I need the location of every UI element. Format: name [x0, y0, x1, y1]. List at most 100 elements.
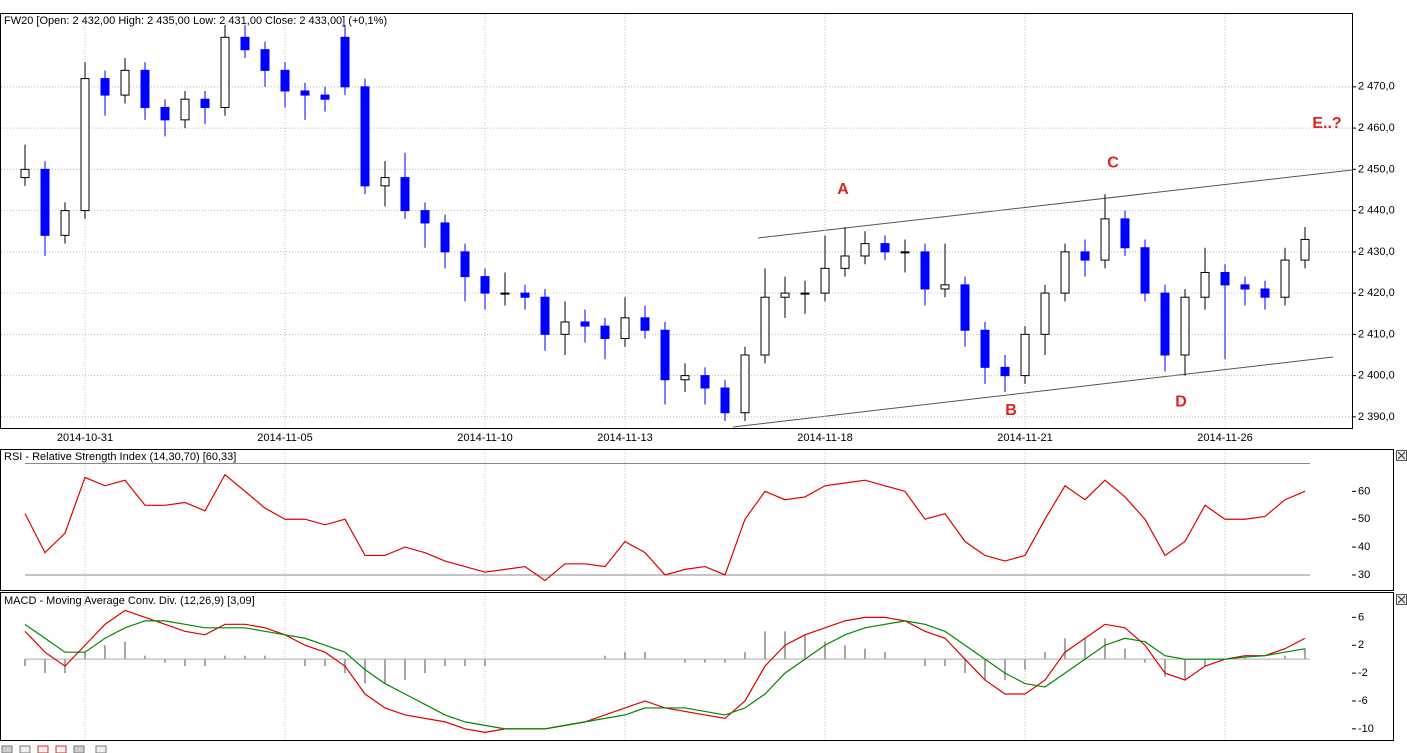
close-button[interactable]: [1396, 450, 1407, 461]
candle-body: [1260, 288, 1270, 298]
candle-body: [340, 36, 350, 88]
candle-body: [540, 296, 550, 335]
annotation: D: [1175, 394, 1187, 411]
candle-body: [400, 177, 410, 212]
candle-body: [460, 251, 470, 278]
candle-body: [520, 292, 530, 298]
candle-body: [1300, 238, 1310, 261]
candle-body: [1080, 251, 1090, 261]
candle-body: [200, 98, 210, 108]
candle-body: [820, 267, 830, 294]
candle-body: [40, 168, 50, 236]
y-tick-label: 2 410,0: [1358, 328, 1395, 340]
y-tick-label: 60: [1358, 485, 1370, 497]
candle-body: [100, 78, 110, 96]
candle-body: [760, 296, 770, 356]
y-tick-label: -2: [1358, 667, 1368, 679]
y-tick-label: 2 390,0: [1358, 411, 1395, 423]
annotation: B: [1005, 402, 1017, 419]
candle-body: [1180, 296, 1190, 356]
x-tick-label: 2014-10-31: [57, 432, 113, 444]
rsi-panel: [0, 449, 1394, 591]
x-tick-label: 2014-11-10: [457, 432, 512, 444]
y-tick-label: 50: [1358, 513, 1370, 525]
chart-title: FW20 [Open: 2 432,00 High: 2 435,00 Low:…: [4, 15, 387, 27]
candle-body: [960, 284, 970, 331]
candle-body: [1100, 218, 1110, 261]
candle-body: [440, 222, 450, 253]
candle-body: [420, 210, 430, 224]
y-tick-label: 6: [1358, 611, 1364, 623]
y-tick-label: 2 450,0: [1358, 163, 1395, 175]
candle-body: [720, 387, 730, 414]
candle-body: [1160, 292, 1170, 356]
candle-body: [500, 292, 510, 295]
candle-body: [780, 292, 790, 298]
candle-body: [160, 106, 170, 121]
x-tick-label: 2014-11-05: [257, 432, 312, 444]
candle-body: [180, 98, 190, 121]
y-tick-label: 2: [1358, 639, 1364, 651]
y-tick-label: 2 420,0: [1358, 287, 1395, 299]
indicator-line: [24, 620, 1306, 730]
candle-body: [1020, 333, 1030, 377]
x-tick-label: 2014-11-18: [797, 432, 852, 444]
candle-body: [1200, 271, 1210, 298]
candle-body: [660, 329, 670, 381]
rsi-title: RSI - Relative Strength Index (14,30,70)…: [4, 451, 236, 463]
candle-body: [1280, 259, 1290, 298]
candle-body: [680, 375, 690, 381]
close-button[interactable]: [1396, 594, 1407, 605]
candle-body: [740, 354, 750, 414]
candle-body: [380, 177, 390, 187]
y-tick-label: 2 440,0: [1358, 205, 1395, 217]
annotation: A: [837, 181, 849, 198]
y-tick-label: 40: [1358, 541, 1370, 553]
candle-body: [320, 94, 330, 100]
indicator-line: [24, 473, 1306, 582]
candle-body: [1000, 366, 1010, 377]
macd-panel: [0, 592, 1394, 741]
candle-body: [620, 317, 630, 339]
candle-body: [920, 251, 930, 290]
candle-body: [480, 276, 490, 294]
candle-body: [280, 69, 290, 92]
x-tick-label: 2014-11-13: [597, 432, 652, 444]
x-tick-label: 2014-11-21: [997, 432, 1052, 444]
candle-body: [1140, 247, 1150, 294]
annotation: E..?: [1312, 115, 1341, 132]
upper-trend-line: [757, 169, 1353, 239]
candle-body: [700, 375, 710, 389]
candle-body: [1120, 218, 1130, 249]
candle-body: [140, 69, 150, 108]
candle-body: [1220, 271, 1230, 286]
candle-body: [860, 243, 870, 257]
candle-body: [300, 90, 310, 96]
y-tick-label: 2 460,0: [1358, 122, 1395, 134]
price-panel: [0, 13, 1353, 429]
candle-body: [580, 321, 590, 327]
y-tick-label: 2 430,0: [1358, 246, 1395, 258]
candle-body: [840, 255, 850, 269]
x-tick-label: 2014-11-26: [1197, 432, 1252, 444]
lower-trend-line: [732, 356, 1334, 428]
candle-body: [800, 292, 810, 295]
toolbar-icons: [1, 745, 107, 753]
annotation: C: [1107, 154, 1119, 171]
candle-body: [560, 321, 570, 335]
candle-body: [600, 325, 610, 339]
candle-body: [240, 36, 250, 51]
candle-body: [220, 36, 230, 108]
candle-body: [880, 243, 890, 253]
candle-body: [60, 210, 70, 236]
candle-body: [940, 284, 950, 290]
candle-body: [1040, 292, 1050, 335]
y-tick-label: 2 400,0: [1358, 370, 1395, 382]
candle-body: [640, 317, 650, 331]
candle-body: [1060, 251, 1070, 294]
candle-body: [980, 329, 990, 368]
candle-body: [260, 49, 270, 71]
candle-body: [360, 86, 370, 187]
candle-body: [1240, 284, 1250, 290]
